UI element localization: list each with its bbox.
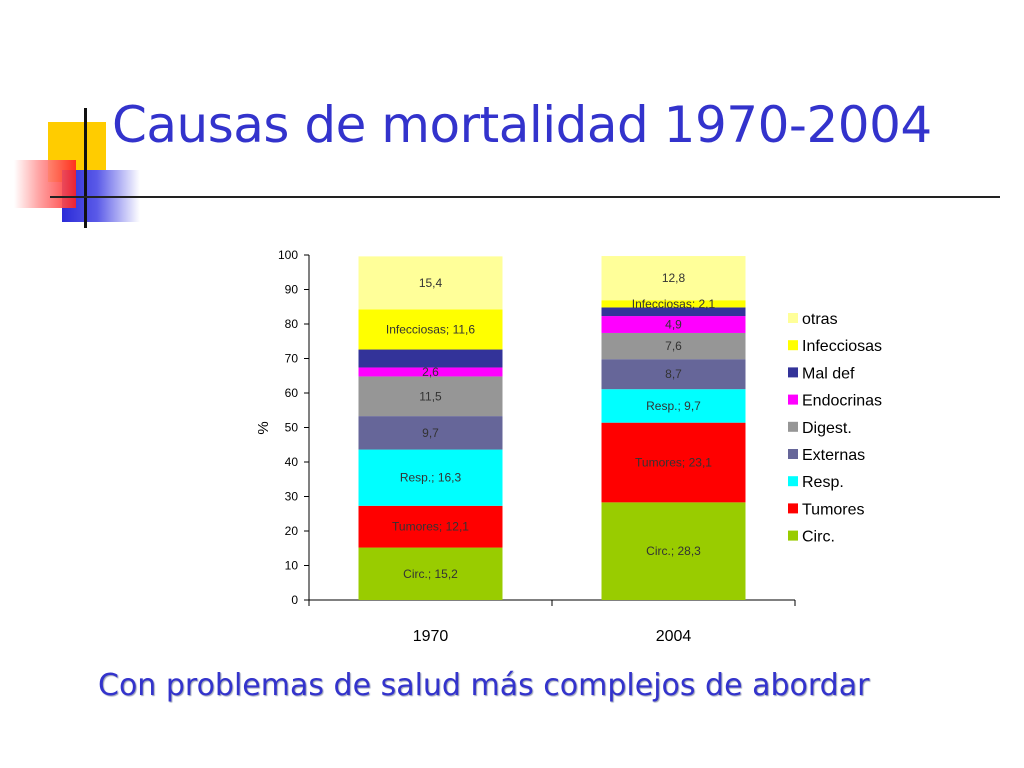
legend-swatch xyxy=(788,367,798,378)
decor-vertical-line xyxy=(84,108,87,228)
data-label: 9,7 xyxy=(422,426,439,440)
bar-segment xyxy=(601,332,746,360)
legend-label: Tumores xyxy=(802,501,865,518)
data-label: 4,9 xyxy=(665,318,682,332)
bar-segment xyxy=(358,309,503,350)
data-label: Tumores; 23,1 xyxy=(635,456,712,470)
data-label: 12,8 xyxy=(662,271,686,285)
legend-label: otras xyxy=(802,311,838,328)
bar-segment xyxy=(601,422,746,503)
legend-label: Digest. xyxy=(802,420,852,437)
slide-subtitle: Con problemas de salud más complejos de … xyxy=(98,668,870,703)
legend-label: Endocrinas xyxy=(802,393,882,410)
data-label: Circ.; 15,2 xyxy=(403,567,458,581)
y-tick-label: 60 xyxy=(285,386,299,400)
bar-segment xyxy=(358,416,503,450)
bar-segment xyxy=(358,367,503,377)
legend-label: Circ. xyxy=(802,529,835,546)
legend-swatch xyxy=(788,340,798,351)
bar-segment xyxy=(601,389,746,423)
legend-label: Infecciosas xyxy=(802,338,882,355)
legend-swatch xyxy=(788,530,798,541)
x-tick-label: 1970 xyxy=(413,628,449,645)
bar-segment xyxy=(601,307,746,317)
bar-segment xyxy=(358,449,503,506)
legend-swatch xyxy=(788,394,798,405)
data-label: 2,6 xyxy=(422,365,439,379)
y-tick-label: 40 xyxy=(285,455,299,469)
bar-segment xyxy=(358,547,503,600)
bar-segment xyxy=(601,502,746,600)
legend-swatch xyxy=(788,449,798,459)
data-label: Tumores; 12,1 xyxy=(392,520,469,534)
data-label: Circ.; 28,3 xyxy=(646,544,701,558)
legend-label: Mal def xyxy=(802,365,855,382)
legend-swatch xyxy=(788,421,798,432)
bar-segment xyxy=(601,359,746,390)
chart-data-labels: Circ.; 15,2 Tumores; 12,1 Resp.; 16,3 9,7 11… xyxy=(386,271,716,581)
decor-red-square xyxy=(14,160,76,208)
chart-legend: otras Infecciosas Mal def Endocrinas Digest.… xyxy=(788,311,882,546)
y-tick-label: 100 xyxy=(278,248,298,262)
legend-swatch xyxy=(788,313,798,323)
bar-segment xyxy=(358,349,503,368)
slide-title: Causas de mortalidad 1970-2004 xyxy=(112,96,932,154)
y-tick-label: 70 xyxy=(285,352,299,366)
data-label: Infecciosas; 11,6 xyxy=(386,323,475,337)
y-tick-label: 10 xyxy=(285,559,299,573)
bar-segment xyxy=(358,376,503,417)
data-label: 7,6 xyxy=(665,339,682,353)
legend-swatch xyxy=(788,476,798,487)
bar-segment xyxy=(358,256,503,310)
decor-horizontal-line xyxy=(50,196,1000,198)
y-tick-label: 50 xyxy=(285,421,299,435)
data-label: Infecciosas; 2,1 xyxy=(632,297,716,311)
chart-bars xyxy=(358,256,746,600)
data-label: 15,4 xyxy=(419,276,443,290)
y-tick-label: 0 xyxy=(291,593,298,607)
y-tick-label: 90 xyxy=(285,283,299,297)
data-label: 8,7 xyxy=(665,367,682,381)
y-tick-label: 30 xyxy=(285,490,299,504)
x-tick-label: 2004 xyxy=(656,628,692,645)
bar-segment xyxy=(601,300,746,308)
legend-swatch xyxy=(788,503,798,514)
data-label: Resp.; 16,3 xyxy=(400,471,462,485)
bar-segment xyxy=(601,256,746,301)
y-tick-label: 20 xyxy=(285,524,299,538)
data-label: 11,5 xyxy=(419,389,442,403)
bar-segment xyxy=(601,316,746,333)
legend-label: Externas xyxy=(802,447,865,464)
bar-segment xyxy=(358,505,503,548)
data-label: Resp.; 9,7 xyxy=(646,399,701,413)
y-axis-label: % xyxy=(255,421,272,434)
y-tick-label: 80 xyxy=(285,317,299,331)
legend-label: Resp. xyxy=(802,474,844,491)
